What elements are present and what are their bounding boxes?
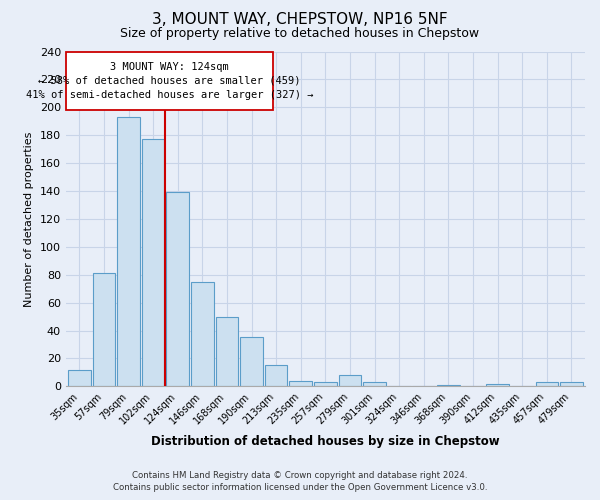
Bar	[536, 382, 558, 386]
Bar	[92, 274, 115, 386]
Bar	[240, 338, 263, 386]
FancyBboxPatch shape	[66, 52, 274, 110]
Bar	[363, 382, 386, 386]
Bar	[314, 382, 337, 386]
Bar	[191, 282, 214, 387]
Bar	[437, 385, 460, 386]
Bar	[117, 117, 140, 386]
X-axis label: Distribution of detached houses by size in Chepstow: Distribution of detached houses by size …	[151, 434, 500, 448]
Bar	[487, 384, 509, 386]
Bar	[68, 370, 91, 386]
Text: Contains HM Land Registry data © Crown copyright and database right 2024.
Contai: Contains HM Land Registry data © Crown c…	[113, 471, 487, 492]
Text: 3, MOUNT WAY, CHEPSTOW, NP16 5NF: 3, MOUNT WAY, CHEPSTOW, NP16 5NF	[152, 12, 448, 28]
Bar	[289, 380, 312, 386]
Text: Size of property relative to detached houses in Chepstow: Size of property relative to detached ho…	[121, 28, 479, 40]
Bar	[338, 375, 361, 386]
Text: 3 MOUNT WAY: 124sqm
← 58% of detached houses are smaller (459)
41% of semi-detac: 3 MOUNT WAY: 124sqm ← 58% of detached ho…	[26, 62, 313, 100]
Bar	[215, 316, 238, 386]
Bar	[560, 382, 583, 386]
Bar	[166, 192, 189, 386]
Y-axis label: Number of detached properties: Number of detached properties	[24, 131, 34, 306]
Bar	[142, 140, 164, 386]
Bar	[265, 366, 287, 386]
